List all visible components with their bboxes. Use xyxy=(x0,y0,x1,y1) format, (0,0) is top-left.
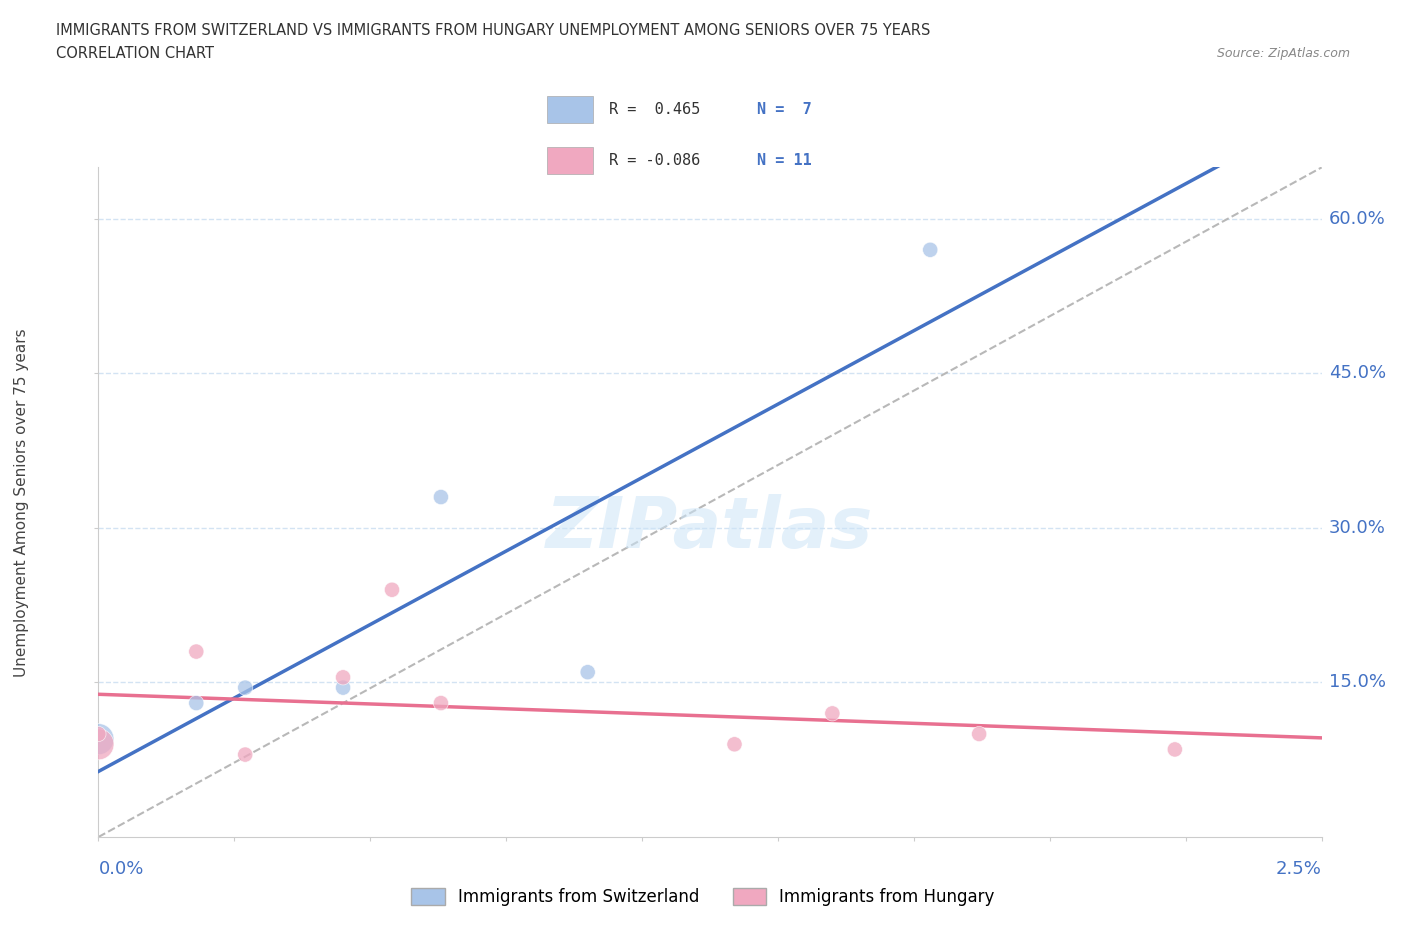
Text: N = 11: N = 11 xyxy=(756,153,811,168)
Point xyxy=(920,243,942,258)
Point xyxy=(967,726,990,741)
Point xyxy=(87,732,110,747)
Point xyxy=(430,489,453,504)
Text: 2.5%: 2.5% xyxy=(1275,860,1322,878)
Point xyxy=(332,680,354,695)
Point xyxy=(821,706,844,721)
Text: 45.0%: 45.0% xyxy=(1329,365,1386,382)
Text: 15.0%: 15.0% xyxy=(1329,673,1386,692)
Point xyxy=(723,737,745,751)
Text: R = -0.086: R = -0.086 xyxy=(609,153,700,168)
Point xyxy=(87,726,110,741)
Point xyxy=(430,696,453,711)
Text: 0.0%: 0.0% xyxy=(98,860,143,878)
Point xyxy=(233,747,256,762)
Legend: Immigrants from Switzerland, Immigrants from Hungary: Immigrants from Switzerland, Immigrants … xyxy=(405,881,1001,912)
Text: IMMIGRANTS FROM SWITZERLAND VS IMMIGRANTS FROM HUNGARY UNEMPLOYMENT AMONG SENIOR: IMMIGRANTS FROM SWITZERLAND VS IMMIGRANT… xyxy=(56,23,931,38)
Point xyxy=(1164,742,1187,757)
Point xyxy=(576,665,599,680)
Point xyxy=(233,680,256,695)
Text: R =  0.465: R = 0.465 xyxy=(609,101,700,117)
Text: 30.0%: 30.0% xyxy=(1329,519,1385,537)
Point xyxy=(87,737,110,751)
Bar xyxy=(547,96,593,123)
Text: ZIPatlas: ZIPatlas xyxy=(547,495,873,564)
Text: CORRELATION CHART: CORRELATION CHART xyxy=(56,46,214,61)
Point xyxy=(381,582,404,597)
Point xyxy=(332,670,354,684)
Point xyxy=(186,696,208,711)
Text: Unemployment Among Seniors over 75 years: Unemployment Among Seniors over 75 years xyxy=(14,328,28,676)
Text: 60.0%: 60.0% xyxy=(1329,210,1385,228)
Text: Source: ZipAtlas.com: Source: ZipAtlas.com xyxy=(1216,46,1350,60)
Bar xyxy=(547,147,593,174)
Point xyxy=(186,644,208,659)
Text: N =  7: N = 7 xyxy=(756,101,811,117)
